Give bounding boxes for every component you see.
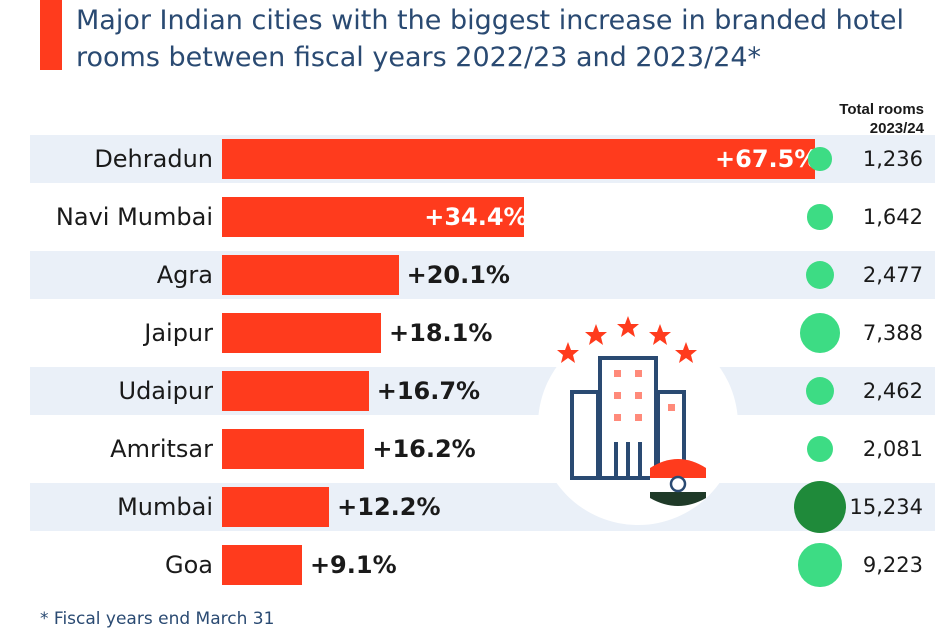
chart-title: Major Indian cities with the biggest inc… xyxy=(76,5,904,73)
data-label: +9.1% xyxy=(309,551,397,579)
rooms-bubble xyxy=(800,313,840,353)
hotel-building-with-stars-and-india-flag-icon xyxy=(538,316,738,525)
total-rooms-value: 15,234 xyxy=(849,495,923,519)
bar xyxy=(222,487,330,527)
chart-row: Amritsar +16.2% 2,081 xyxy=(30,425,935,473)
bar xyxy=(222,429,365,469)
chart-row: Dehradun +67.5% 1,236 xyxy=(30,135,935,183)
category-label: Udaipur xyxy=(118,377,214,405)
total-rooms-value: 7,388 xyxy=(862,321,923,345)
rooms-bubble xyxy=(806,435,834,463)
bar xyxy=(222,545,302,585)
data-label: +16.2% xyxy=(372,435,476,463)
total-rooms-value: 2,081 xyxy=(862,437,923,461)
footnote: * Fiscal years end March 31 xyxy=(40,609,275,629)
total-rooms-value: 9,223 xyxy=(862,553,923,577)
category-label: Jaipur xyxy=(144,319,213,347)
data-label: +18.1% xyxy=(389,319,493,347)
stars-icon xyxy=(557,316,697,363)
title-accent-bar xyxy=(40,0,62,70)
chart-row: Udaipur +16.7% 2,462 xyxy=(30,367,935,415)
total-rooms-column-header: Total rooms 2023/24 xyxy=(839,101,924,137)
category-label: Navi Mumbai xyxy=(55,203,213,231)
rooms-bubble xyxy=(808,147,832,171)
rooms-bubble xyxy=(798,543,842,587)
data-label: +67.5% xyxy=(715,145,819,173)
data-label: +16.7% xyxy=(376,377,481,405)
india-flag-icon xyxy=(650,459,706,506)
total-rooms-value: 1,236 xyxy=(862,147,923,171)
chart-row: Navi Mumbai +34.4% 1,642 xyxy=(30,193,935,241)
chart-row: Agra +20.1% 2,477 xyxy=(30,251,935,299)
category-label: Agra xyxy=(156,261,213,289)
rooms-bubble xyxy=(805,260,835,290)
bar xyxy=(222,255,399,295)
category-label: Mumbai xyxy=(117,493,213,521)
rooms-bubble xyxy=(805,376,835,406)
rooms-bubble xyxy=(807,204,833,230)
data-label: +20.1% xyxy=(406,261,510,289)
rooms-bubble xyxy=(794,481,846,533)
total-rooms-value: 2,477 xyxy=(862,263,923,287)
total-rooms-value: 1,642 xyxy=(862,205,923,229)
bar xyxy=(222,313,382,353)
category-label: Amritsar xyxy=(110,435,213,463)
data-label: +34.4% xyxy=(424,203,528,231)
chart-row: Mumbai +12.2% 15,234 xyxy=(30,481,935,533)
chart-row: Jaipur +18.1% 7,388 xyxy=(30,309,935,357)
data-label: +12.2% xyxy=(337,493,441,521)
bar xyxy=(222,197,525,237)
category-label: Dehradun xyxy=(94,145,213,173)
total-rooms-value: 2,462 xyxy=(862,379,923,403)
bar xyxy=(222,139,816,179)
category-label: Goa xyxy=(165,551,213,579)
chart-row: Goa +9.1% 9,223 xyxy=(30,541,935,589)
bar xyxy=(222,371,369,411)
